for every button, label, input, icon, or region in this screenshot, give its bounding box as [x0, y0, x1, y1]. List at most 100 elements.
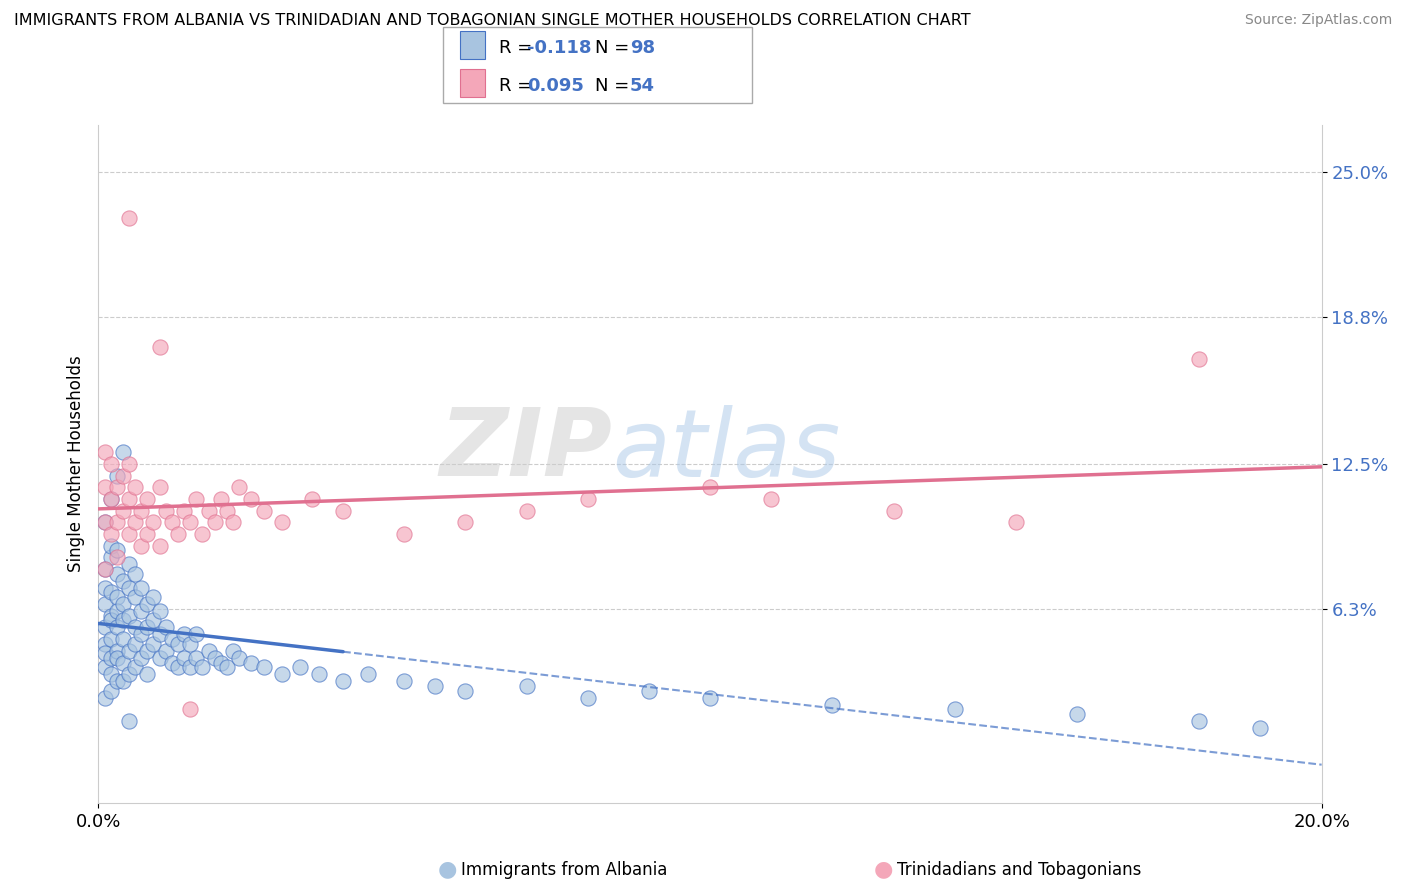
- Point: [149, 539, 172, 553]
- Point: [124, 637, 146, 651]
- Point: [186, 627, 208, 641]
- Point: [392, 674, 416, 689]
- Point: [252, 503, 274, 517]
- Point: [209, 491, 232, 506]
- Point: [699, 480, 721, 494]
- Point: [191, 527, 214, 541]
- Point: [1188, 351, 1211, 366]
- Point: [179, 660, 201, 674]
- Point: [136, 620, 159, 634]
- Point: [111, 503, 134, 517]
- Point: [129, 604, 152, 618]
- Point: [105, 590, 128, 604]
- Point: [105, 480, 128, 494]
- Point: [252, 660, 274, 674]
- Point: [136, 667, 159, 681]
- Point: [160, 632, 183, 647]
- Text: IMMIGRANTS FROM ALBANIA VS TRINIDADIAN AND TOBAGONIAN SINGLE MOTHER HOUSEHOLDS C: IMMIGRANTS FROM ALBANIA VS TRINIDADIAN A…: [14, 13, 970, 29]
- Point: [197, 644, 219, 658]
- Point: [204, 516, 226, 530]
- Point: [100, 539, 122, 553]
- Point: [142, 614, 165, 628]
- Point: [129, 539, 152, 553]
- Point: [124, 590, 146, 604]
- Text: 54: 54: [630, 77, 655, 95]
- Point: [136, 491, 159, 506]
- Point: [173, 627, 195, 641]
- Point: [93, 581, 115, 595]
- Point: [111, 445, 134, 459]
- Point: [105, 468, 128, 483]
- Point: [105, 550, 128, 565]
- Point: [100, 651, 122, 665]
- Text: 98: 98: [630, 39, 655, 57]
- Point: [93, 516, 115, 530]
- Point: [93, 646, 115, 660]
- Point: [105, 566, 128, 581]
- Point: [124, 660, 146, 674]
- Point: [179, 516, 201, 530]
- Point: [111, 468, 134, 483]
- Text: Source: ZipAtlas.com: Source: ZipAtlas.com: [1244, 13, 1392, 28]
- Point: [290, 660, 312, 674]
- Point: [118, 608, 141, 623]
- Point: [1188, 714, 1211, 728]
- Point: [105, 516, 128, 530]
- Point: [118, 714, 141, 728]
- Point: [173, 651, 195, 665]
- Point: [100, 608, 122, 623]
- Point: [124, 620, 146, 634]
- Text: ●: ●: [437, 860, 457, 880]
- Point: [93, 445, 115, 459]
- Point: [356, 667, 378, 681]
- Point: [93, 562, 115, 576]
- Point: [149, 340, 172, 354]
- Point: [301, 491, 323, 506]
- Point: [129, 627, 152, 641]
- Point: [1066, 706, 1088, 721]
- Point: [160, 516, 183, 530]
- Point: [943, 702, 966, 716]
- Point: [142, 637, 165, 651]
- Point: [308, 667, 330, 681]
- Point: [105, 543, 128, 558]
- Point: [105, 604, 128, 618]
- Point: [222, 644, 245, 658]
- Point: [179, 637, 201, 651]
- Text: R =: R =: [499, 39, 538, 57]
- Point: [222, 516, 245, 530]
- Point: [240, 656, 263, 670]
- Text: ZIP: ZIP: [439, 404, 612, 496]
- Point: [93, 690, 115, 705]
- Point: [149, 627, 172, 641]
- Point: [167, 527, 190, 541]
- Point: [332, 503, 354, 517]
- Point: [149, 480, 172, 494]
- Point: [93, 597, 115, 611]
- Point: [111, 597, 134, 611]
- Point: [149, 604, 172, 618]
- Point: [228, 651, 250, 665]
- Point: [576, 690, 599, 705]
- Point: [576, 491, 599, 506]
- Point: [167, 660, 190, 674]
- Point: [454, 683, 477, 698]
- Text: R =: R =: [499, 77, 538, 95]
- Point: [118, 211, 141, 226]
- Point: [105, 620, 128, 634]
- Point: [516, 679, 538, 693]
- Point: [124, 480, 146, 494]
- Point: [270, 667, 292, 681]
- Point: [111, 614, 134, 628]
- Point: [883, 503, 905, 517]
- Point: [173, 503, 195, 517]
- Point: [118, 527, 141, 541]
- Point: [179, 702, 201, 716]
- Point: [142, 590, 165, 604]
- Point: [93, 637, 115, 651]
- Point: [637, 683, 661, 698]
- Point: [1004, 516, 1026, 530]
- Point: [93, 620, 115, 634]
- Point: [111, 574, 134, 588]
- Point: [155, 620, 177, 634]
